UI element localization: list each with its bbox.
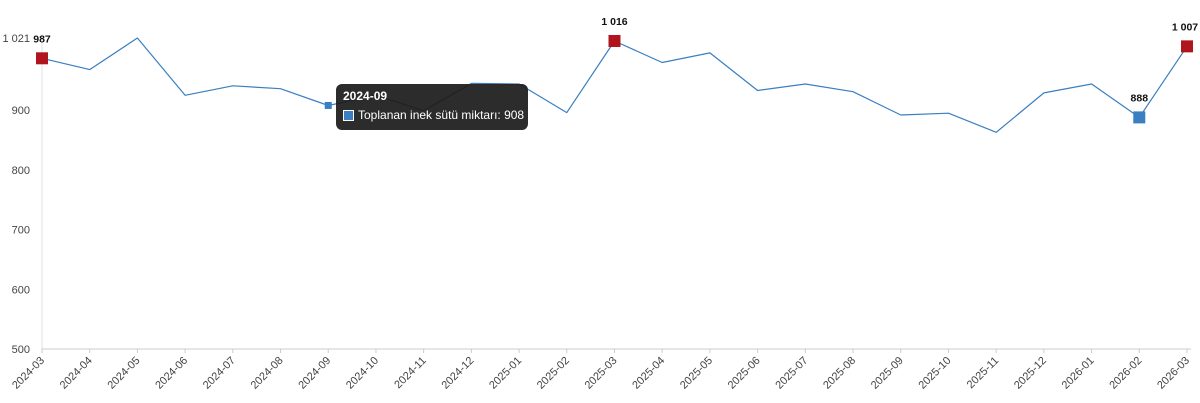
x-tick-label: 2025-02 — [535, 355, 572, 392]
y-tick-label: 600 — [12, 284, 30, 296]
tooltip-row: Toplanan inek sütü miktarı: 908 — [343, 108, 525, 122]
x-tick-label: 2025-09 — [869, 355, 906, 392]
x-tick-label: 2025-01 — [487, 355, 524, 392]
tooltip-title: 2024-09 — [343, 89, 388, 103]
hovered-point-marker — [324, 101, 332, 109]
x-tick-label: 2024-10 — [344, 355, 381, 392]
data-label: 1 007 — [1172, 21, 1198, 33]
highlight-marker — [1181, 40, 1193, 53]
tooltip-value: Toplanan inek sütü miktarı: 908 — [358, 108, 525, 122]
chart-tooltip: 2024-09 Toplanan inek sütü miktarı: 908 — [336, 84, 528, 130]
x-tick-label: 2025-03 — [583, 355, 620, 392]
x-tick-label: 2025-04 — [630, 355, 667, 392]
highlight-marker — [36, 52, 48, 65]
x-tick-label: 2024-12 — [439, 355, 476, 392]
x-tick-label: 2024-08 — [249, 355, 286, 392]
x-tick-label: 2024-06 — [153, 355, 190, 392]
x-tick-label: 2025-07 — [773, 355, 810, 392]
chart-labels: 987 1 016 888 1 007 — [33, 16, 1198, 104]
x-tick-label: 2024-03 — [10, 355, 47, 392]
x-tick-label: 2024-05 — [106, 355, 143, 392]
tooltip-series-swatch — [343, 109, 354, 121]
y-tick-label-max: 1 021 — [2, 33, 30, 45]
x-tick-label: 2025-05 — [678, 355, 715, 392]
chart-axes: 500 600 700 800 900 1 021 2024-03 2024-04 2024-0… — [2, 33, 1192, 392]
y-tick-label: 700 — [12, 225, 30, 237]
x-tick-label: 2025-08 — [821, 355, 858, 392]
x-tick-label: 2026-01 — [1060, 355, 1097, 392]
x-tick-label: 2024-09 — [296, 355, 333, 392]
x-tick-label: 2025-12 — [1012, 355, 1049, 392]
x-tick-label: 2025-11 — [965, 355, 1001, 391]
y-tick-label: 500 — [12, 344, 30, 356]
chart-series — [41, 37, 1188, 133]
data-label: 888 — [1131, 92, 1149, 104]
data-label: 1 016 — [601, 16, 627, 28]
x-tick-label: 2025-10 — [917, 355, 954, 392]
highlight-marker — [608, 34, 621, 47]
series-line — [41, 37, 1188, 133]
x-tick-label: 2024-04 — [58, 355, 95, 392]
highlight-marker — [1133, 111, 1146, 124]
data-label: 987 — [33, 33, 51, 45]
x-tick-label: 2024-11 — [392, 355, 428, 391]
x-tick-label: 2024-07 — [201, 355, 238, 392]
y-tick-label: 900 — [12, 105, 30, 117]
y-tick-label: 800 — [12, 165, 30, 177]
x-tick-label: 2026-03 — [1155, 355, 1192, 392]
x-tick-label: 2025-06 — [726, 355, 763, 392]
chart-markers — [36, 34, 1193, 124]
x-tick-label: 2026-02 — [1107, 355, 1144, 392]
